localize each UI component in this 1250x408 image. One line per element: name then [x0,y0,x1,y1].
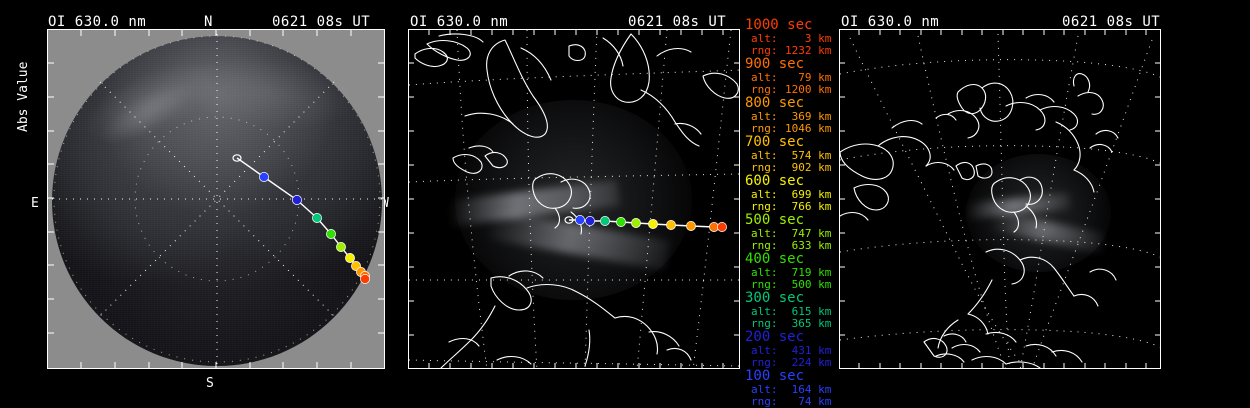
trajectory-point-marker [631,218,641,228]
all-sky-noise-texture [52,36,382,366]
legend-time: 100 sec [745,368,805,384]
legend-range: rng: 74 km [751,395,832,408]
legend-altitude: alt: 747 km [751,227,832,240]
legend-time: 900 sec [745,56,805,72]
map-wide-tick-marks [839,29,1161,369]
trajectory-point-marker [648,219,658,229]
legend-entry: 100 sec alt: 164 km rng: 74 km [745,369,837,408]
legend-altitude: alt: 719 km [751,266,832,279]
map-local-trajectory [564,215,727,232]
all-sky-disc [52,36,382,366]
legend-range: rng: 1200 km [751,83,832,96]
allsky-title-emission: OI 630.0 nm [48,14,147,30]
legend-range: rng: 902 km [751,161,832,174]
legend-range: rng: 1232 km [751,44,832,57]
map-wide-frame [839,29,1161,369]
trajectory-point-marker [336,242,346,252]
trajectory-point-marker [585,216,595,226]
trajectory-point-marker [686,221,696,231]
legend-range: rng: 633 km [751,239,832,252]
map-local-coastlines [414,33,739,368]
allsky-title-time: 0621 08s UT [272,14,371,30]
legend-altitude: alt: 369 km [751,110,832,123]
legend-time: 600 sec [745,173,805,189]
legend-time: 500 sec [745,212,805,228]
legend-entry: 200 sec alt: 431 km rng: 224 km [745,330,837,369]
map-local-tick-marks [408,29,740,369]
map-wide-projected-disc [966,154,1111,272]
legend-range: rng: 224 km [751,356,832,369]
legend-range: rng: 1046 km [751,122,832,135]
all-sky-image-frame [47,29,385,369]
legend-entry: 500 sec alt: 747 km rng: 633 km [745,213,837,252]
legend-time: 300 sec [745,290,805,306]
legend-altitude: alt: 79 km [751,71,832,84]
legend-time: 1000 sec [745,17,813,33]
allsky-compass-east: E [31,196,39,211]
trajectory-point-marker [292,195,302,205]
legend-entry: 400 sec alt: 719 km rng: 500 km [745,252,837,291]
trajectory-point-marker [600,216,610,226]
legend-entry: 800 sec alt: 369 km rng: 1046 km [745,96,837,135]
legend-entry: 1000 sec alt: 3 km rng: 1232 km [745,18,837,57]
trajectory-point-marker [575,215,585,225]
legend-time: 400 sec [745,251,805,267]
map-local-projected-disc [455,100,692,300]
trajectory-legend: 1000 sec alt: 3 km rng: 1232 km 900 sec alt: 79… [745,18,837,408]
trajectory-point-marker [360,274,370,284]
legend-entry: 900 sec alt: 79 km rng: 1200 km [745,57,837,96]
legend-entry: 300 sec alt: 615 km rng: 365 km [745,291,837,330]
map-local-graticule [409,30,739,368]
trajectory-point-marker [345,253,355,263]
launch-site-marker [564,216,574,224]
launch-site-marker [232,154,242,162]
legend-entry: 700 sec alt: 574 km rng: 902 km [745,135,837,174]
legend-altitude: alt: 164 km [751,383,832,396]
trajectory-point-marker [312,213,322,223]
map-wide-graticule [840,33,1160,368]
trajectory-point-marker [666,220,676,230]
legend-entry: 600 sec alt: 699 km rng: 766 km [745,174,837,213]
legend-altitude: alt: 431 km [751,344,832,357]
legend-altitude: alt: 574 km [751,149,832,162]
legend-time: 700 sec [745,134,805,150]
trajectory-point-marker [259,172,269,182]
trajectory-point-marker [616,217,626,227]
legend-range: rng: 365 km [751,317,832,330]
map-wide-coastlines [840,73,1119,368]
panel-all-sky: OI 630.0 nm N 0621 08s UT Abs Value E W … [0,0,392,400]
panel-map-local: OI 630.0 nm 0621 08s UT [400,0,740,400]
mapwide-title-time: 0621 08s UT [1062,14,1161,30]
panel-map-wide: OI 630.0 nm 0621 08s UT [836,0,1250,400]
legend-altitude: alt: 3 km [751,32,832,45]
trajectory-point-marker [717,222,727,232]
legend-range: rng: 500 km [751,278,832,291]
allsky-title-north: N [204,14,213,30]
all-sky-trajectory [232,154,370,284]
legend-altitude: alt: 615 km [751,305,832,318]
maplocal-title-emission: OI 630.0 nm [410,14,509,30]
legend-time: 200 sec [745,329,805,345]
maplocal-title-time: 0621 08s UT [628,14,727,30]
legend-time: 800 sec [745,95,805,111]
allsky-tick-marks [47,29,385,369]
legend-altitude: alt: 699 km [751,188,832,201]
allsky-compass-south: S [206,376,214,391]
allsky-y-axis-label: Abs Value [16,61,31,132]
legend-range: rng: 766 km [751,200,832,213]
mapwide-title-emission: OI 630.0 nm [841,14,940,30]
trajectory-point-marker [326,229,336,239]
